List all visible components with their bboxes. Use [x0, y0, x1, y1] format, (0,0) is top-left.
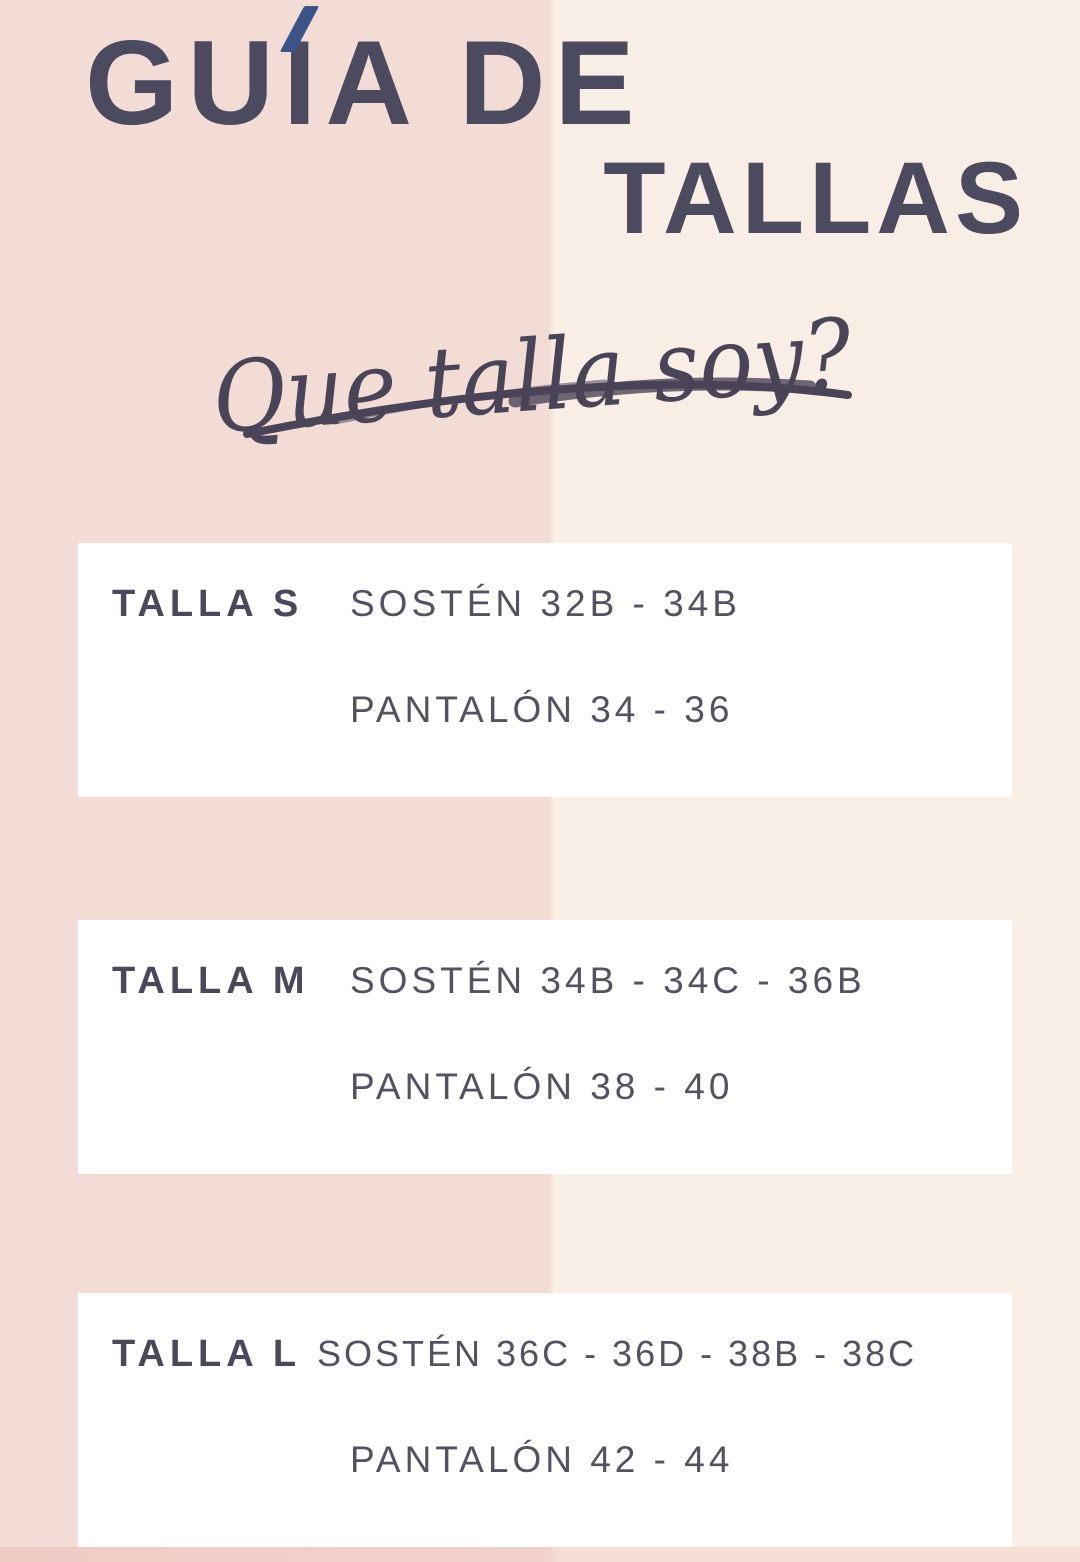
script-question-svg: Que talla soy?	[209, 298, 857, 456]
pants-sizes: PANTALÓN 42 - 44	[350, 1439, 734, 1480]
script-question-text: Que talla soy?	[209, 298, 857, 456]
title-part-post: A DE	[325, 16, 644, 150]
talla-label: TALLA M	[112, 960, 310, 1002]
title-letter-i: I	[279, 6, 325, 152]
underline-swoosh-thin-icon	[332, 379, 608, 425]
bra-sizes: SOSTÉN 34B - 34C - 36B	[350, 960, 866, 1001]
size-row-bra: TALLA L SOSTÉN 36C - 36D - 38B - 38C	[112, 1333, 917, 1376]
bra-sizes: SOSTÉN 32B - 34B	[350, 583, 741, 624]
size-card-l: TALLA L SOSTÉN 36C - 36D - 38B - 38C PAN…	[78, 1293, 1012, 1547]
talla-label: TALLA L	[112, 1333, 302, 1375]
size-row-pants: PANTALÓN 42 - 44	[350, 1439, 733, 1481]
bra-sizes: SOSTÉN 36C - 36D - 38B - 38C	[317, 1333, 918, 1374]
page-title-line1: GU IA DE	[85, 6, 644, 152]
size-row-pants: PANTALÓN 38 - 40	[350, 1066, 733, 1108]
page-title-line2: TALLAS	[603, 141, 1028, 255]
torn-paper-edge	[0, 1547, 1080, 1562]
title-part-pre: GU	[85, 16, 283, 150]
pants-sizes: PANTALÓN 34 - 36	[350, 689, 734, 730]
talla-label: TALLA S	[112, 583, 304, 625]
size-row-bra: TALLA M SOSTÉN 34B - 34C - 36B	[112, 960, 866, 1003]
pants-sizes: PANTALÓN 38 - 40	[350, 1066, 734, 1107]
script-question-block: Que talla soy?	[185, 252, 895, 502]
size-row-pants: PANTALÓN 34 - 36	[350, 689, 733, 731]
size-card-m: TALLA M SOSTÉN 34B - 34C - 36B PANTALÓN …	[78, 920, 1012, 1174]
size-card-s: TALLA S SOSTÉN 32B - 34B PANTALÓN 34 - 3…	[78, 543, 1012, 797]
size-row-bra: TALLA S SOSTÉN 32B - 34B	[112, 583, 741, 626]
underline-swoosh-texture-icon	[508, 377, 817, 408]
